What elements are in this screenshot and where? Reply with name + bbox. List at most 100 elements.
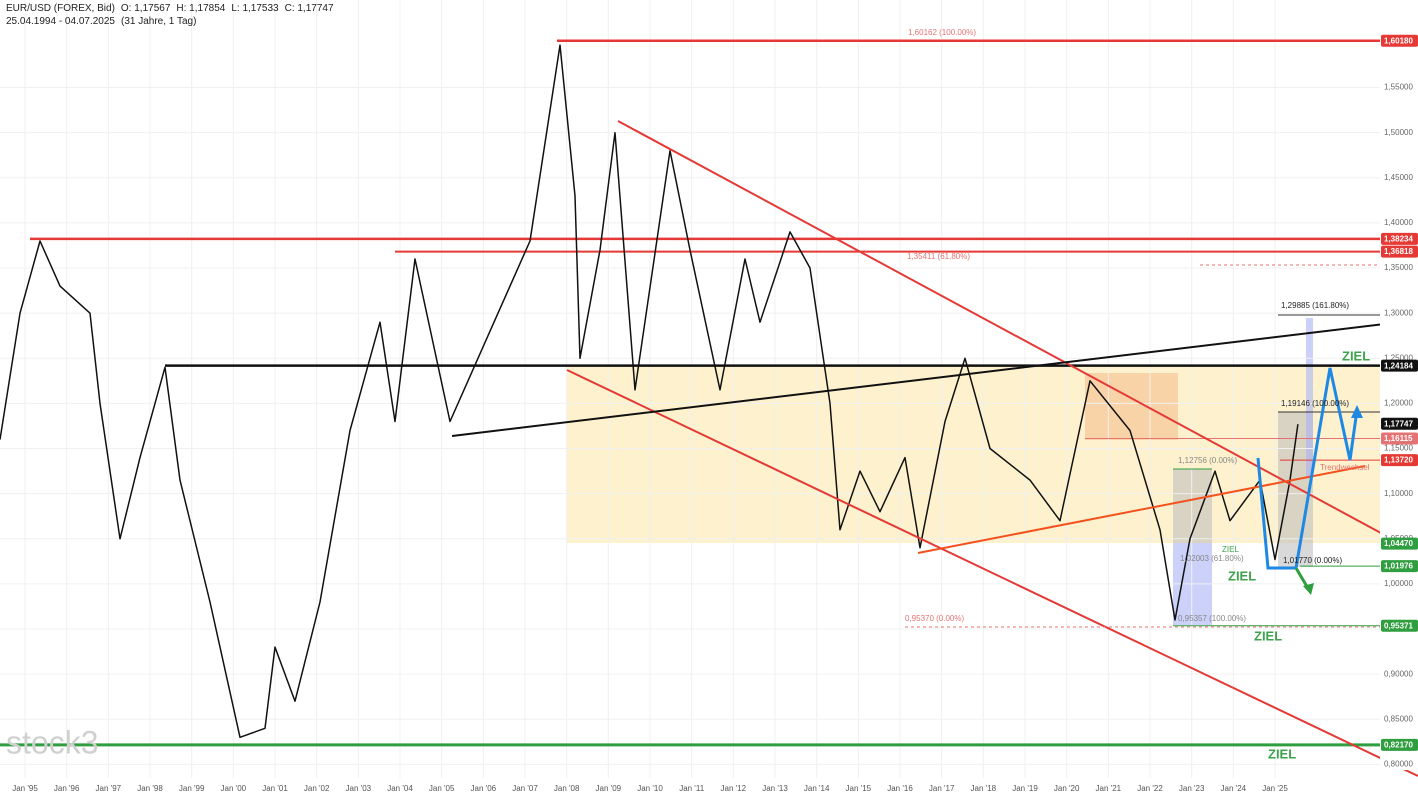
level-label: 1,16115 xyxy=(1384,434,1413,443)
level-label: 0,82170 xyxy=(1384,740,1413,749)
level-label: 1,01976 xyxy=(1384,562,1413,571)
x-tick-label: Jan '12 xyxy=(721,784,747,793)
annotation: Trendwechsel xyxy=(1320,463,1370,472)
x-tick-label: Jan '09 xyxy=(596,784,622,793)
y-tick-label: 1,20000 xyxy=(1384,399,1413,408)
annotation: 1,01770 (0.00%) xyxy=(1283,556,1342,565)
annotation: 1,12756 (0.00%) xyxy=(1178,456,1237,465)
x-tick-label: Jan '11 xyxy=(679,784,705,793)
level-label: 0,95371 xyxy=(1384,621,1413,630)
x-tick-label: Jan '97 xyxy=(96,784,122,793)
level-marker xyxy=(1381,417,1418,430)
level-label: 1,24184 xyxy=(1384,361,1413,370)
x-tick-label: Jan '25 xyxy=(1262,784,1288,793)
level-marker xyxy=(1381,619,1418,632)
x-tick-label: Jan '16 xyxy=(887,784,913,793)
y-tick-label: 1,30000 xyxy=(1384,308,1413,317)
level-marker xyxy=(1381,432,1418,445)
grid xyxy=(0,0,1380,778)
annotation: 1,19146 (100.00%) xyxy=(1281,399,1349,408)
level-labels: 1,60180 1,38234 1,36818 1,24184 1,17747 1,161… xyxy=(1381,34,1418,751)
x-tick-label: Jan '19 xyxy=(1012,784,1038,793)
y-tick-label: 1,15000 xyxy=(1384,444,1413,453)
zone xyxy=(1085,373,1178,440)
x-tick-label: Jan '23 xyxy=(1179,784,1205,793)
annotation: ZIEL xyxy=(1268,746,1296,761)
level-label: 1,17747 xyxy=(1384,419,1413,428)
level-label: 1,04470 xyxy=(1384,539,1413,548)
level-marker xyxy=(1381,560,1418,573)
drawings xyxy=(451,120,1418,777)
x-tick-label: Jan '02 xyxy=(304,784,330,793)
x-tick-label: Jan '24 xyxy=(1221,784,1247,793)
annotation: 1,29885 (161.80%) xyxy=(1281,301,1349,310)
y-tick-label: 1,00000 xyxy=(1384,579,1413,588)
level-label: 1,38234 xyxy=(1384,234,1413,243)
x-tick-label: Jan '04 xyxy=(387,784,413,793)
trend-line xyxy=(566,369,1418,777)
x-tick-label: Jan '18 xyxy=(971,784,997,793)
level-label: 1,60180 xyxy=(1384,36,1413,45)
x-tick-label: Jan '00 xyxy=(221,784,247,793)
level-marker xyxy=(1381,245,1418,258)
x-tick-label: Jan '15 xyxy=(846,784,872,793)
x-tick-label: Jan '20 xyxy=(1054,784,1080,793)
annotation: 1,02003 (61.80%) xyxy=(1180,554,1244,563)
level-label: 1,13720 xyxy=(1384,456,1413,465)
trend-line xyxy=(451,319,1418,437)
x-tick-label: Jan '01 xyxy=(262,784,288,793)
level-marker xyxy=(1381,454,1418,467)
x-tick-label: Jan '17 xyxy=(929,784,955,793)
x-tick-label: Jan '10 xyxy=(637,784,663,793)
annotation: ZIEL xyxy=(1222,545,1239,554)
ohlc: L: 1,17533 xyxy=(231,3,279,14)
price-axis xyxy=(1380,0,1418,770)
x-tick-label: Jan '08 xyxy=(554,784,580,793)
price-line xyxy=(0,44,1299,739)
level-marker xyxy=(1381,738,1418,751)
header-line-2: 25.04.1994 - 04.07.2025 (31 Jahre, 1 Tag) xyxy=(6,16,202,27)
x-tick-label: Jan '14 xyxy=(804,784,830,793)
level-marker xyxy=(1381,34,1418,47)
ohlc: C: 1,17747 xyxy=(284,3,334,14)
level-marker xyxy=(1381,537,1418,550)
x-tick-label: Jan '96 xyxy=(54,784,80,793)
x-tick-label: Jan '07 xyxy=(512,784,538,793)
annotation: 0,95370 (0.00%) xyxy=(905,614,964,623)
annotation: ZIEL xyxy=(1228,568,1256,583)
y-tick-label: 1,55000 xyxy=(1384,83,1413,92)
x-tick-label: Jan '13 xyxy=(762,784,788,793)
ohlc: O: 1,17567 xyxy=(120,3,171,14)
annotation: ZIEL xyxy=(1254,628,1282,643)
y-tick-label: 0,80000 xyxy=(1384,760,1413,769)
x-tick-label: Jan '98 xyxy=(137,784,163,793)
series xyxy=(0,44,1299,739)
x-tick-label: Jan '22 xyxy=(1137,784,1163,793)
x-tick-label: Jan '95 xyxy=(12,784,38,793)
x-tick-label: Jan '05 xyxy=(429,784,455,793)
x-tick-label: Jan '03 xyxy=(346,784,372,793)
y-tick-label: 1,25000 xyxy=(1384,353,1413,362)
y-tick-label: 0,90000 xyxy=(1384,669,1413,678)
annotations: 1,60162 (100.00%) 1,35411 (61.80%) 0,95370… xyxy=(905,28,1370,761)
symbol: EUR/USD (FOREX, Bid) xyxy=(6,3,115,14)
y-tick-label: 0,85000 xyxy=(1384,714,1413,723)
axes: 0,800000,850000,900000,950001,000001,050… xyxy=(12,83,1413,793)
level-label: 1,36818 xyxy=(1384,247,1413,256)
annotation: 0,95357 (100.00%) xyxy=(1178,614,1246,623)
annotation: ZIEL xyxy=(1342,348,1370,363)
watermark: stock3 xyxy=(6,724,98,760)
level-marker xyxy=(1381,232,1418,245)
trend-line xyxy=(917,465,1366,554)
zone xyxy=(1306,318,1313,478)
arrow-head xyxy=(1303,583,1314,595)
level-marker xyxy=(1381,359,1418,372)
y-tick-label: 1,50000 xyxy=(1384,128,1413,137)
x-tick-label: Jan '99 xyxy=(179,784,205,793)
y-tick-label: 1,10000 xyxy=(1384,489,1413,498)
ohlc: H: 1,17854 xyxy=(176,3,226,14)
y-tick-label: 1,40000 xyxy=(1384,218,1413,227)
x-tick-label: Jan '21 xyxy=(1096,784,1122,793)
